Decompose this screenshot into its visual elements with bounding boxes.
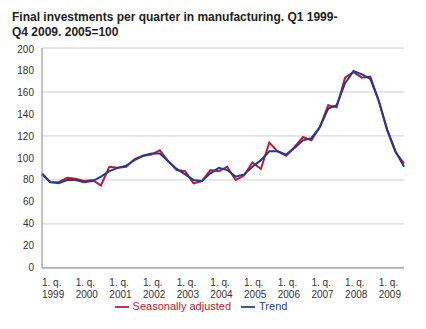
svg-text:180: 180 (17, 65, 34, 76)
html-text:Trend: Trend (259, 299, 288, 312)
svg-text:160: 160 (17, 87, 34, 98)
svg-text:140: 140 (17, 109, 34, 120)
svg-text:1. q.2002: 1. q.2002 (143, 277, 166, 300)
svg-text:40: 40 (23, 218, 35, 229)
svg-text:60: 60 (23, 196, 35, 207)
svg-text:100: 100 (17, 153, 34, 164)
svg-text:80: 80 (23, 174, 35, 185)
html-text:Seasonally adjusted: Seasonally adjusted (132, 299, 232, 312)
svg-text:1. q.2003: 1. q.2003 (177, 277, 200, 300)
svg-text:1. q.2006: 1. q.2006 (278, 277, 301, 300)
svg-text:1. q.2005: 1. q.2005 (244, 277, 267, 300)
svg-text:1. q.2009: 1. q.2009 (379, 277, 402, 300)
svg-text:1. q.2008: 1. q.2008 (345, 277, 368, 300)
svg-text:1. q.1999: 1. q.1999 (42, 277, 65, 300)
html-text:Final investments per quarter: Final investments per quarter in manufac… (12, 10, 338, 39)
svg-text:120: 120 (17, 131, 34, 142)
svg-text:20: 20 (23, 240, 35, 251)
svg-text:1. q.2007: 1. q.2007 (311, 277, 334, 300)
svg-text:1. q.2000: 1. q.2000 (76, 277, 99, 300)
svg-text:1. q.2001: 1. q.2001 (109, 277, 132, 300)
svg-text:200: 200 (17, 44, 34, 55)
svg-text:1. q.2004: 1. q.2004 (210, 277, 233, 300)
svg-text:0: 0 (28, 262, 34, 273)
